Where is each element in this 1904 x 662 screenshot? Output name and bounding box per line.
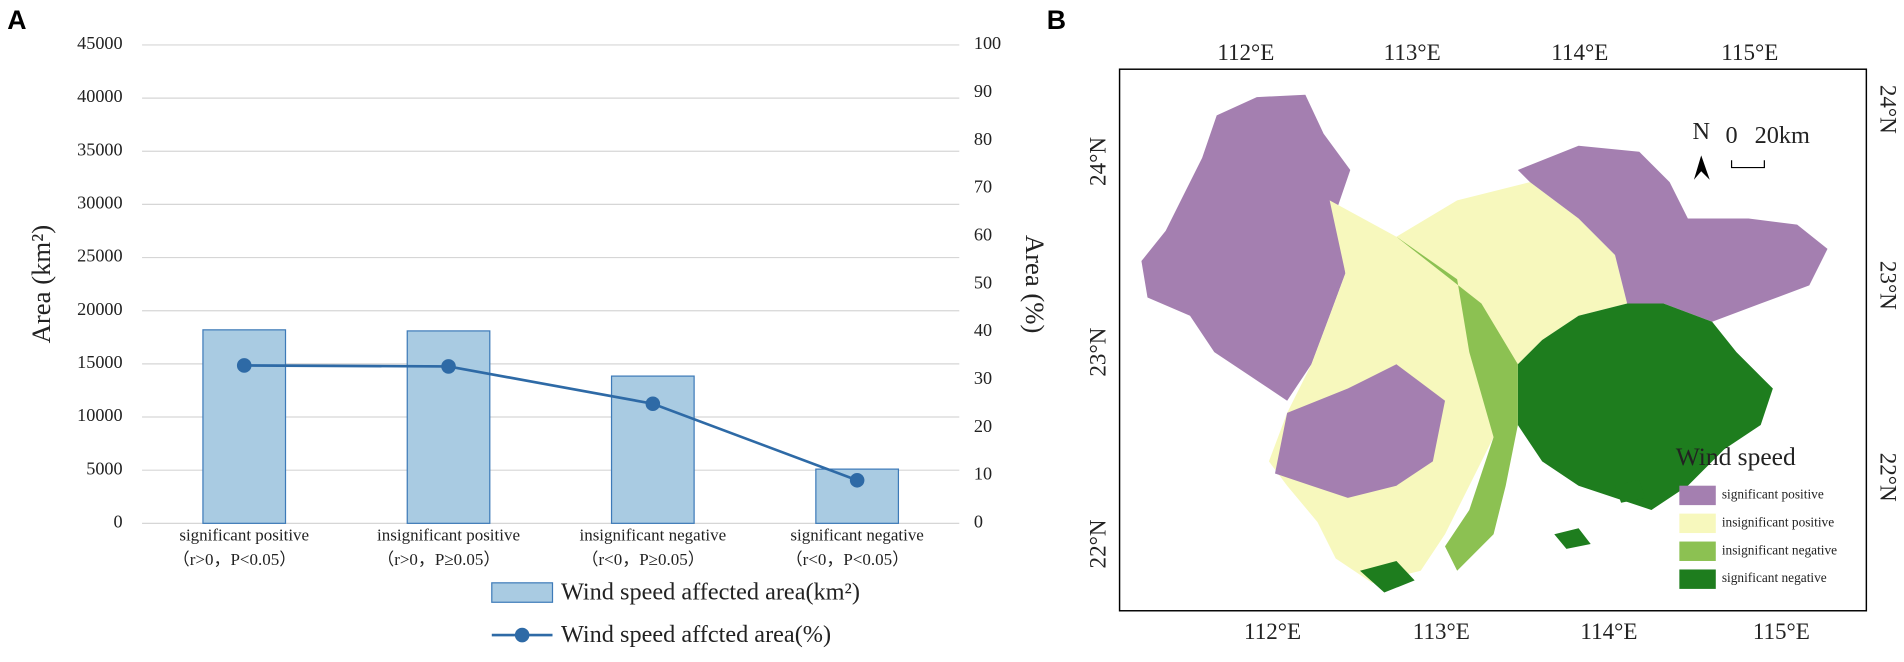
y2-tick-label: 0: [974, 512, 983, 532]
map-legend-swatch: [1679, 485, 1716, 506]
map-legend-title: Wind speed: [1676, 442, 1796, 471]
y-tick-label: 45000: [77, 33, 123, 53]
line-marker: [645, 396, 661, 412]
lon-label: 113°E: [1384, 39, 1441, 65]
x-tick-label: （r>0，P≥0.05）: [377, 550, 500, 569]
x-tick-label: （r<0，P≥0.05）: [582, 550, 705, 569]
legend-swatch: [491, 582, 554, 603]
lon-label: 113°E: [1413, 618, 1470, 644]
line-marker: [236, 358, 252, 373]
y2-tick-label: 80: [974, 129, 992, 149]
line-marker: [849, 472, 865, 488]
lon-label: 114°E: [1551, 39, 1608, 65]
lat-label: 23°N: [1084, 327, 1110, 376]
region-sig-pos: [1275, 364, 1445, 498]
y-tick-label: 15000: [77, 352, 123, 372]
lon-label: 115°E: [1721, 39, 1778, 65]
y-tick-label: 35000: [77, 139, 123, 159]
y2-axis-label: Area (%): [1020, 235, 1050, 334]
y-tick-label: 20000: [77, 299, 123, 319]
region-sig-pos: [1517, 145, 1828, 322]
lon-label: 112°E: [1217, 39, 1274, 65]
region-insig-neg: [1396, 236, 1518, 571]
x-tick-label: insignificant negative: [579, 526, 726, 545]
north-arrow: [1693, 155, 1710, 180]
y2-tick-label: 40: [974, 320, 992, 340]
y-tick-label: 0: [114, 512, 123, 532]
map-legend-label: significant negative: [1722, 570, 1827, 585]
lat-label: 22°N: [1084, 519, 1110, 568]
y2-tick-label: 90: [974, 81, 992, 101]
x-tick-label: insignificant positive: [377, 526, 520, 545]
map-legend-swatch: [1679, 513, 1716, 534]
y-tick-label: 5000: [86, 458, 122, 478]
map-legend-label: insignificant positive: [1722, 514, 1834, 529]
scale-bar: [1730, 160, 1765, 169]
y-tick-label: 40000: [77, 86, 123, 106]
lat-label: 22°N: [1875, 453, 1901, 502]
legend-label: Wind speed affcted area(%): [561, 621, 831, 648]
panel-label: A: [7, 5, 26, 35]
x-tick-label: （r<0，P<0.05）: [786, 550, 909, 569]
lat-label: 24°N: [1875, 85, 1901, 134]
map-legend-swatch: [1679, 569, 1716, 589]
scale-label: 20km: [1755, 122, 1810, 149]
y2-tick-label: 100: [974, 33, 1001, 53]
lon-label: 114°E: [1580, 618, 1637, 644]
y2-tick-label: 30: [974, 368, 992, 388]
region-sig-neg: [1517, 303, 1773, 510]
map-legend-label: significant positive: [1722, 486, 1824, 501]
line-marker: [441, 359, 456, 374]
y2-tick-label: 10: [974, 464, 992, 484]
north-label: N: [1692, 118, 1710, 145]
map-legend-label: insignificant negative: [1722, 542, 1837, 557]
map: [1118, 68, 1868, 612]
lat-label: 24°N: [1084, 137, 1110, 186]
x-tick-label: significant negative: [790, 526, 923, 545]
lon-label: 112°E: [1244, 618, 1301, 644]
x-tick-label: （r>0，P<0.05）: [173, 550, 296, 569]
y-tick-label: 30000: [77, 193, 123, 213]
legend-swatch: [514, 627, 530, 643]
y-axis-label: Area (km²): [26, 225, 56, 343]
x-tick-label: significant positive: [179, 526, 309, 545]
legend-label: Wind speed affected area(km²): [561, 578, 860, 605]
lon-label: 115°E: [1753, 618, 1810, 644]
region-sig-pos: [1141, 94, 1351, 401]
map-legend-swatch: [1679, 541, 1716, 561]
y2-tick-label: 60: [974, 224, 992, 244]
scale-label: 0: [1726, 122, 1738, 149]
map-frame: [1118, 68, 1868, 612]
y2-tick-label: 50: [974, 272, 992, 292]
y-tick-label: 10000: [77, 405, 123, 425]
lat-label: 23°N: [1875, 261, 1901, 310]
y-tick-label: 25000: [77, 246, 123, 266]
islands: [1360, 479, 1646, 593]
y2-tick-label: 20: [974, 416, 992, 436]
line: [244, 364, 858, 482]
panel-label: B: [1047, 5, 1066, 35]
y2-tick-label: 70: [974, 177, 992, 197]
